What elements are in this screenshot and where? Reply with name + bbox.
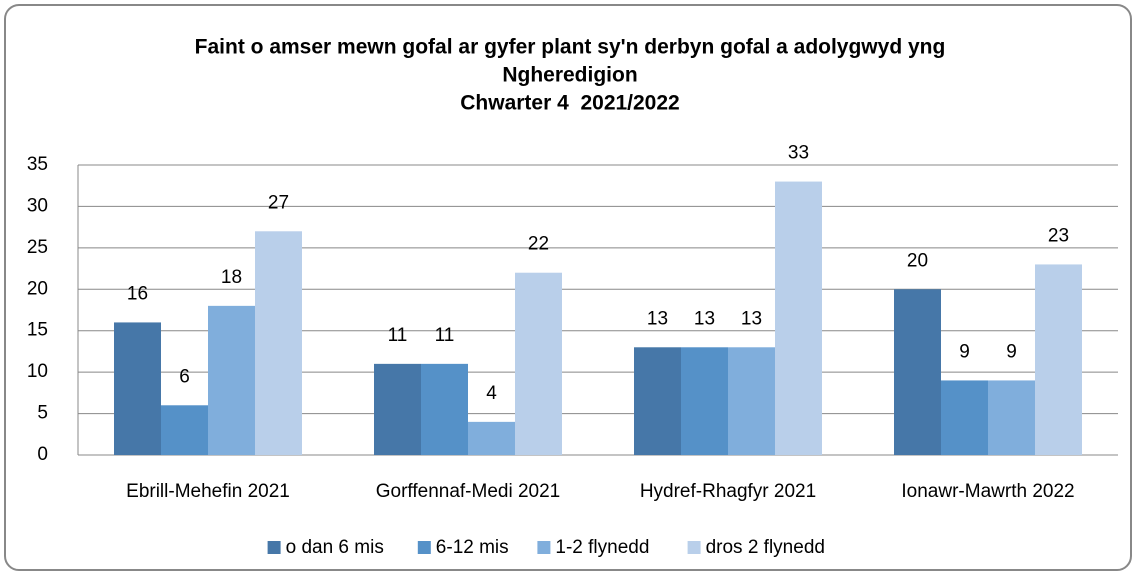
legend-swatch: [537, 541, 551, 554]
chart-title: Ngheredigion: [502, 64, 637, 87]
data-label: 16: [127, 283, 148, 304]
y-tick-label: 25: [27, 237, 48, 258]
data-label: 4: [486, 383, 497, 404]
data-label: 27: [268, 192, 289, 213]
data-label: 13: [647, 308, 668, 329]
x-tick-label: Ebrill-Mehefin 2021: [126, 481, 290, 502]
bar: [681, 347, 728, 455]
legend-swatch: [687, 541, 701, 554]
bar: [114, 322, 161, 455]
data-label: 11: [435, 325, 455, 346]
legend-label: 6-12 mis: [436, 537, 509, 558]
legend-label: o dan 6 mis: [286, 537, 384, 558]
bar: [161, 405, 208, 455]
data-label: 9: [959, 341, 970, 362]
data-label: 6: [179, 366, 190, 387]
y-tick-label: 20: [27, 278, 48, 299]
chart-title: Chwarter 4 2021/2022: [460, 92, 679, 115]
bar: [775, 181, 822, 456]
bar: [421, 363, 468, 455]
legend-swatch: [267, 541, 281, 554]
y-tick-label: 15: [27, 320, 48, 341]
x-tick-label: Hydref-Rhagfyr 2021: [640, 481, 816, 502]
y-tick-label: 35: [27, 154, 48, 175]
bar: [1035, 264, 1082, 455]
data-label: 33: [788, 143, 809, 164]
legend-label: dros 2 flynedd: [706, 537, 825, 558]
bar: [634, 347, 681, 455]
y-tick-label: 5: [37, 403, 48, 424]
data-label: 22: [528, 234, 549, 255]
bar: [374, 363, 421, 455]
data-label: 13: [694, 308, 715, 329]
y-tick-label: 10: [27, 361, 48, 382]
bar: [728, 347, 775, 455]
bar: [988, 380, 1035, 455]
data-label: 18: [221, 267, 242, 288]
bar: [515, 272, 562, 455]
data-label: 9: [1006, 341, 1017, 362]
data-label: 23: [1048, 225, 1069, 246]
chart-title: Faint o amser mewn gofal ar gyfer plant …: [195, 36, 946, 59]
data-label: 20: [907, 250, 928, 271]
y-tick-label: 0: [37, 444, 48, 465]
bar: [468, 421, 515, 455]
data-label: 11: [388, 325, 408, 346]
bar: [894, 289, 941, 455]
bar: [208, 305, 255, 455]
x-tick-label: Ionawr-Mawrth 2022: [901, 481, 1074, 502]
bar: [255, 231, 302, 455]
y-tick-label: 30: [27, 195, 48, 216]
x-tick-label: Gorffennaf-Medi 2021: [376, 481, 561, 502]
legend-label: 1-2 flynedd: [555, 537, 649, 558]
legend-swatch: [417, 541, 431, 554]
data-label: 13: [741, 308, 762, 329]
bar: [941, 380, 988, 455]
